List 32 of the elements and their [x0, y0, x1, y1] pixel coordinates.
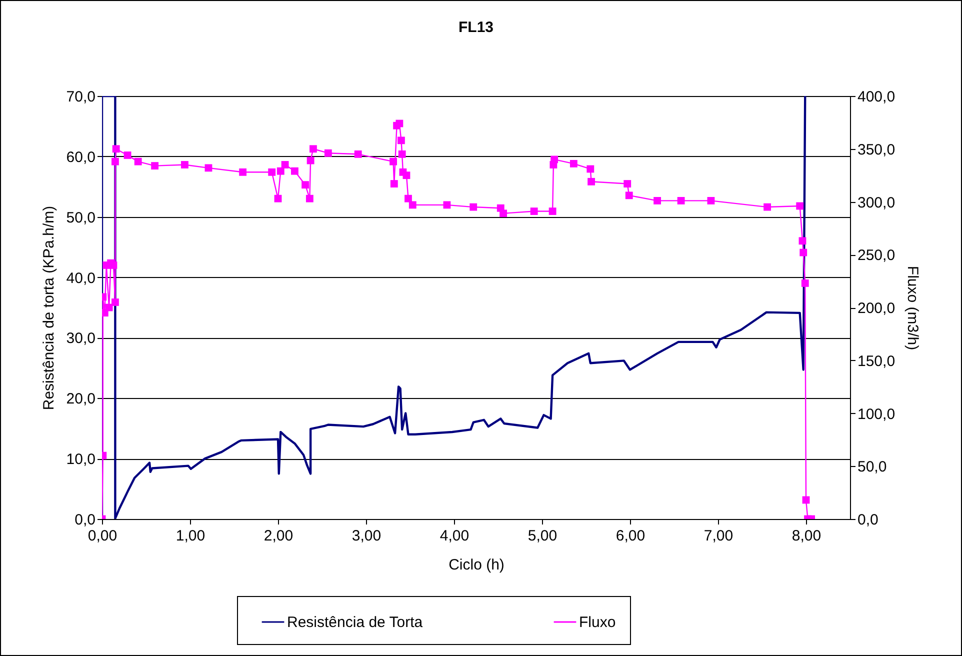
x-tick-label: 4,00	[440, 528, 470, 544]
y-tick-label: 40,0	[66, 270, 96, 287]
y2-tick-label: 100,0	[858, 406, 896, 423]
y-axis-title: Resistência de torta (KPa.h/m)	[40, 206, 58, 410]
x-tick-label: 2,00	[264, 528, 294, 544]
x-tick-label: 6,00	[616, 528, 646, 544]
y2-tick-label: 50,0	[858, 458, 887, 476]
chart-title: FL13	[458, 19, 494, 36]
y-tick-label: 70,0	[66, 88, 96, 106]
x-tick-label: 5,00	[528, 528, 558, 544]
y2-tick-label: 0,0	[858, 512, 878, 528]
y-tick-label: 10,0	[66, 451, 96, 468]
x-tick-label: 1,00	[176, 528, 206, 544]
x-tick-label: 0,00	[88, 528, 118, 544]
y-tick-label: 50,0	[66, 209, 96, 226]
x-axis-title: Ciclo (h)	[448, 556, 504, 574]
legend-label: Fluxo	[579, 614, 616, 631]
legend-label: Resistência de Torta	[287, 614, 424, 631]
y2-tick-label: 250,0	[858, 247, 896, 264]
y-tick-label: 30,0	[66, 330, 96, 348]
y2-tick-label: 300,0	[858, 194, 896, 212]
y2-axis-title: Fluxo (m3/h)	[904, 266, 922, 350]
y2-tick-label: 350,0	[858, 141, 896, 158]
y-tick-label: 60,0	[66, 148, 96, 166]
y2-tick-label: 400,0	[858, 88, 896, 106]
x-tick-label: 7,00	[704, 528, 734, 544]
y-tick-label: 0,0	[74, 512, 96, 528]
y2-tick-label: 200,0	[858, 300, 896, 317]
x-tick-label: 8,00	[792, 528, 822, 544]
y2-tick-label: 150,0	[858, 352, 896, 370]
x-tick-label: 3,00	[352, 528, 382, 544]
y-tick-label: 20,0	[66, 390, 96, 408]
